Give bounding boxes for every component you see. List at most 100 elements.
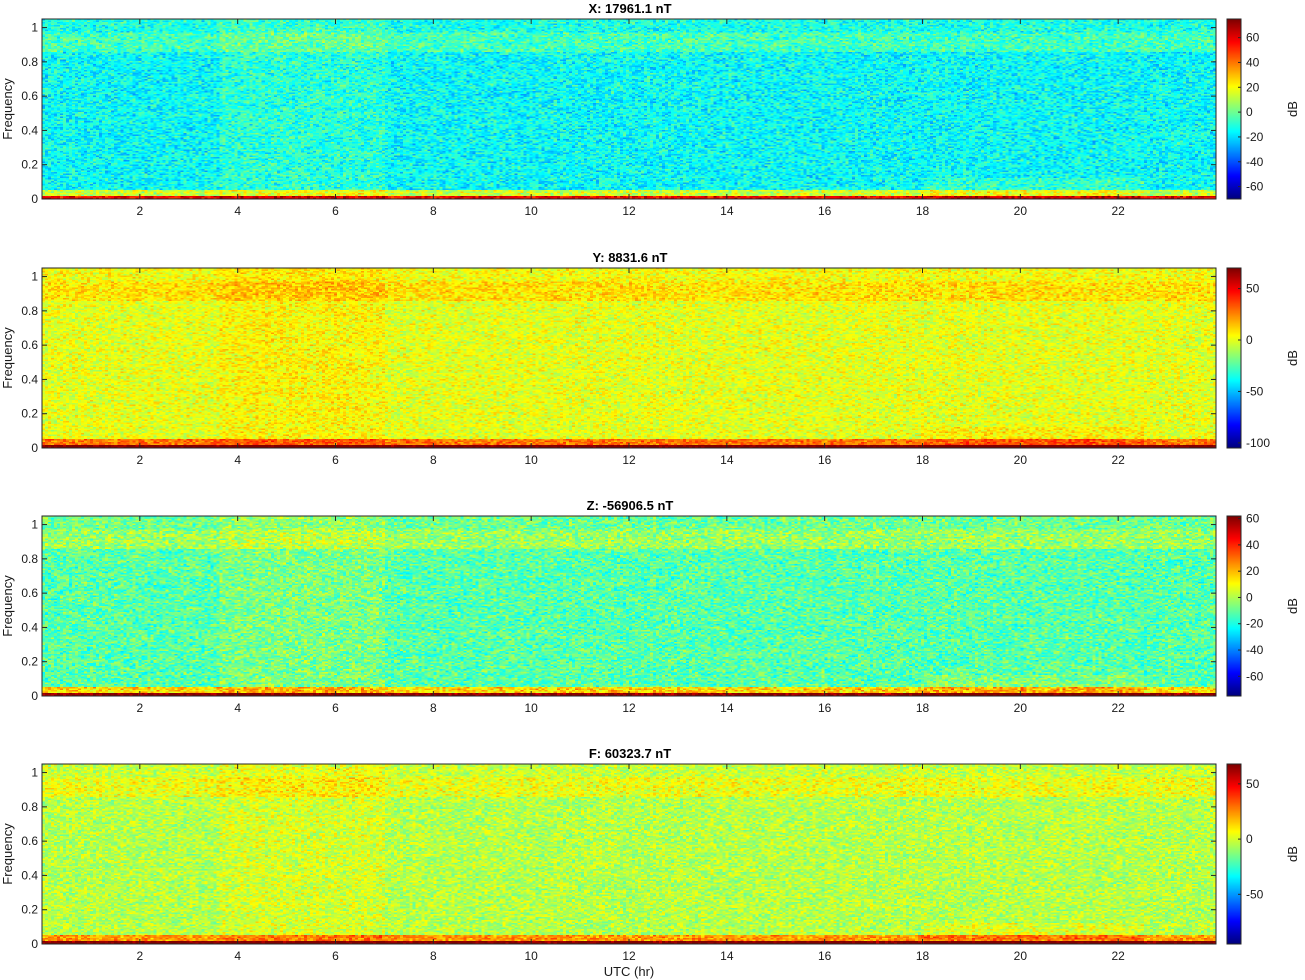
x-tick-label: 12 [622, 949, 636, 963]
x-tick-label: 14 [720, 701, 734, 715]
x-tick-label: 18 [916, 204, 930, 218]
x-tick-label: 12 [622, 204, 636, 218]
x-tick-label: 12 [622, 453, 636, 467]
colorbar-tick-label: 0 [1246, 333, 1253, 347]
x-tick-label: 2 [136, 204, 143, 218]
colorbar-box [1226, 763, 1242, 945]
x-tick-label: 20 [1014, 701, 1028, 715]
x-tick-label: 6 [332, 701, 339, 715]
colorbar-tick-label: -60 [1246, 180, 1264, 194]
colorbar-tick-label: -40 [1246, 155, 1264, 169]
y-tick-label: 0.6 [21, 586, 38, 600]
y-tick-label: 1 [31, 21, 38, 35]
colorbar-tick-label: -50 [1246, 384, 1264, 398]
y-tick-label: 0.4 [21, 372, 38, 386]
colorbar-tick-label: 50 [1246, 282, 1260, 296]
axes-box [41, 763, 1217, 945]
y-tick-label: 1 [31, 270, 38, 284]
y-tick-label: 0.8 [21, 552, 38, 566]
y-axis-label: Frequency [0, 78, 15, 140]
spectrogram-y [42, 268, 1216, 448]
y-axis-label: Frequency [0, 575, 15, 637]
y-tick-label: 0.4 [21, 620, 38, 634]
x-tick-label: 14 [720, 204, 734, 218]
panel-title: X: 17961.1 nT [588, 1, 671, 16]
x-tick-label: 8 [430, 453, 437, 467]
colorbar-tick-label: 60 [1246, 31, 1260, 45]
x-tick-label: 4 [234, 949, 241, 963]
x-tick-label: 16 [818, 204, 832, 218]
colorbar-tick-label: 0 [1246, 590, 1253, 604]
colorbar-tick-label: -20 [1246, 130, 1264, 144]
x-tick-label: 8 [430, 204, 437, 218]
axes-box [41, 18, 1217, 200]
colorbar-tick-label: 0 [1246, 832, 1253, 846]
y-tick-label: 0.2 [21, 407, 38, 421]
panel-title: Z: -56906.5 nT [587, 498, 674, 513]
spectrogram-f [42, 764, 1216, 944]
colorbar-label: dB [1285, 846, 1300, 862]
y-tick-label: 0.2 [21, 655, 38, 669]
colorbar-label: dB [1285, 598, 1300, 614]
y-tick-label: 0.4 [21, 123, 38, 137]
x-tick-label: 18 [916, 701, 930, 715]
x-tick-label: 16 [818, 949, 832, 963]
colorbar-tick-label: -60 [1246, 669, 1264, 683]
colorbar-box [1226, 267, 1242, 449]
y-tick-label: 0.2 [21, 903, 38, 917]
x-tick-label: 10 [524, 204, 538, 218]
y-axis-label: Frequency [0, 823, 15, 885]
x-tick-label: 4 [234, 204, 241, 218]
y-tick-label: 0.6 [21, 834, 38, 848]
colorbar-label: dB [1285, 350, 1300, 366]
y-tick-label: 0 [31, 937, 38, 951]
x-tick-label: 8 [430, 949, 437, 963]
colorbar-tick-label: 40 [1246, 538, 1260, 552]
axes-box [41, 515, 1217, 697]
y-tick-label: 1 [31, 518, 38, 532]
colorbar-tick-label: 0 [1246, 105, 1253, 119]
x-tick-label: 12 [622, 701, 636, 715]
x-tick-label: 6 [332, 949, 339, 963]
colorbar-tick-label: 20 [1246, 80, 1260, 94]
y-tick-label: 0.2 [21, 158, 38, 172]
x-tick-label: 10 [524, 453, 538, 467]
colorbar-tick-label: -50 [1246, 887, 1264, 901]
colorbar-box [1226, 515, 1242, 697]
colorbar-tick-label: 50 [1246, 777, 1260, 791]
y-tick-label: 1 [31, 766, 38, 780]
x-tick-label: 20 [1014, 949, 1028, 963]
axes-box [41, 267, 1217, 449]
x-tick-label: 16 [818, 453, 832, 467]
x-tick-label: 18 [916, 453, 930, 467]
y-tick-label: 0.8 [21, 304, 38, 318]
colorbar-tick-label: 20 [1246, 564, 1260, 578]
x-tick-label: 6 [332, 204, 339, 218]
y-tick-label: 0.4 [21, 868, 38, 882]
y-tick-label: 0.6 [21, 338, 38, 352]
x-tick-label: 10 [524, 949, 538, 963]
colorbar-f [1227, 764, 1241, 944]
y-tick-label: 0.8 [21, 800, 38, 814]
y-tick-label: 0 [31, 192, 38, 206]
colorbar-tick-label: -40 [1246, 643, 1264, 657]
x-tick-label: 6 [332, 453, 339, 467]
colorbar-z [1227, 516, 1241, 696]
x-tick-label: 20 [1014, 204, 1028, 218]
y-tick-label: 0.8 [21, 55, 38, 69]
x-tick-label: 22 [1111, 949, 1125, 963]
colorbar-tick-label: -100 [1246, 436, 1270, 450]
x-tick-label: 20 [1014, 453, 1028, 467]
x-tick-label: 4 [234, 453, 241, 467]
y-tick-label: 0 [31, 689, 38, 703]
x-tick-label: 16 [818, 701, 832, 715]
x-tick-label: 2 [136, 453, 143, 467]
x-tick-label: 8 [430, 701, 437, 715]
colorbar-box [1226, 18, 1242, 200]
x-tick-label: 22 [1111, 453, 1125, 467]
x-tick-label: 2 [136, 949, 143, 963]
y-tick-label: 0 [31, 441, 38, 455]
spectrogram-z [42, 516, 1216, 696]
